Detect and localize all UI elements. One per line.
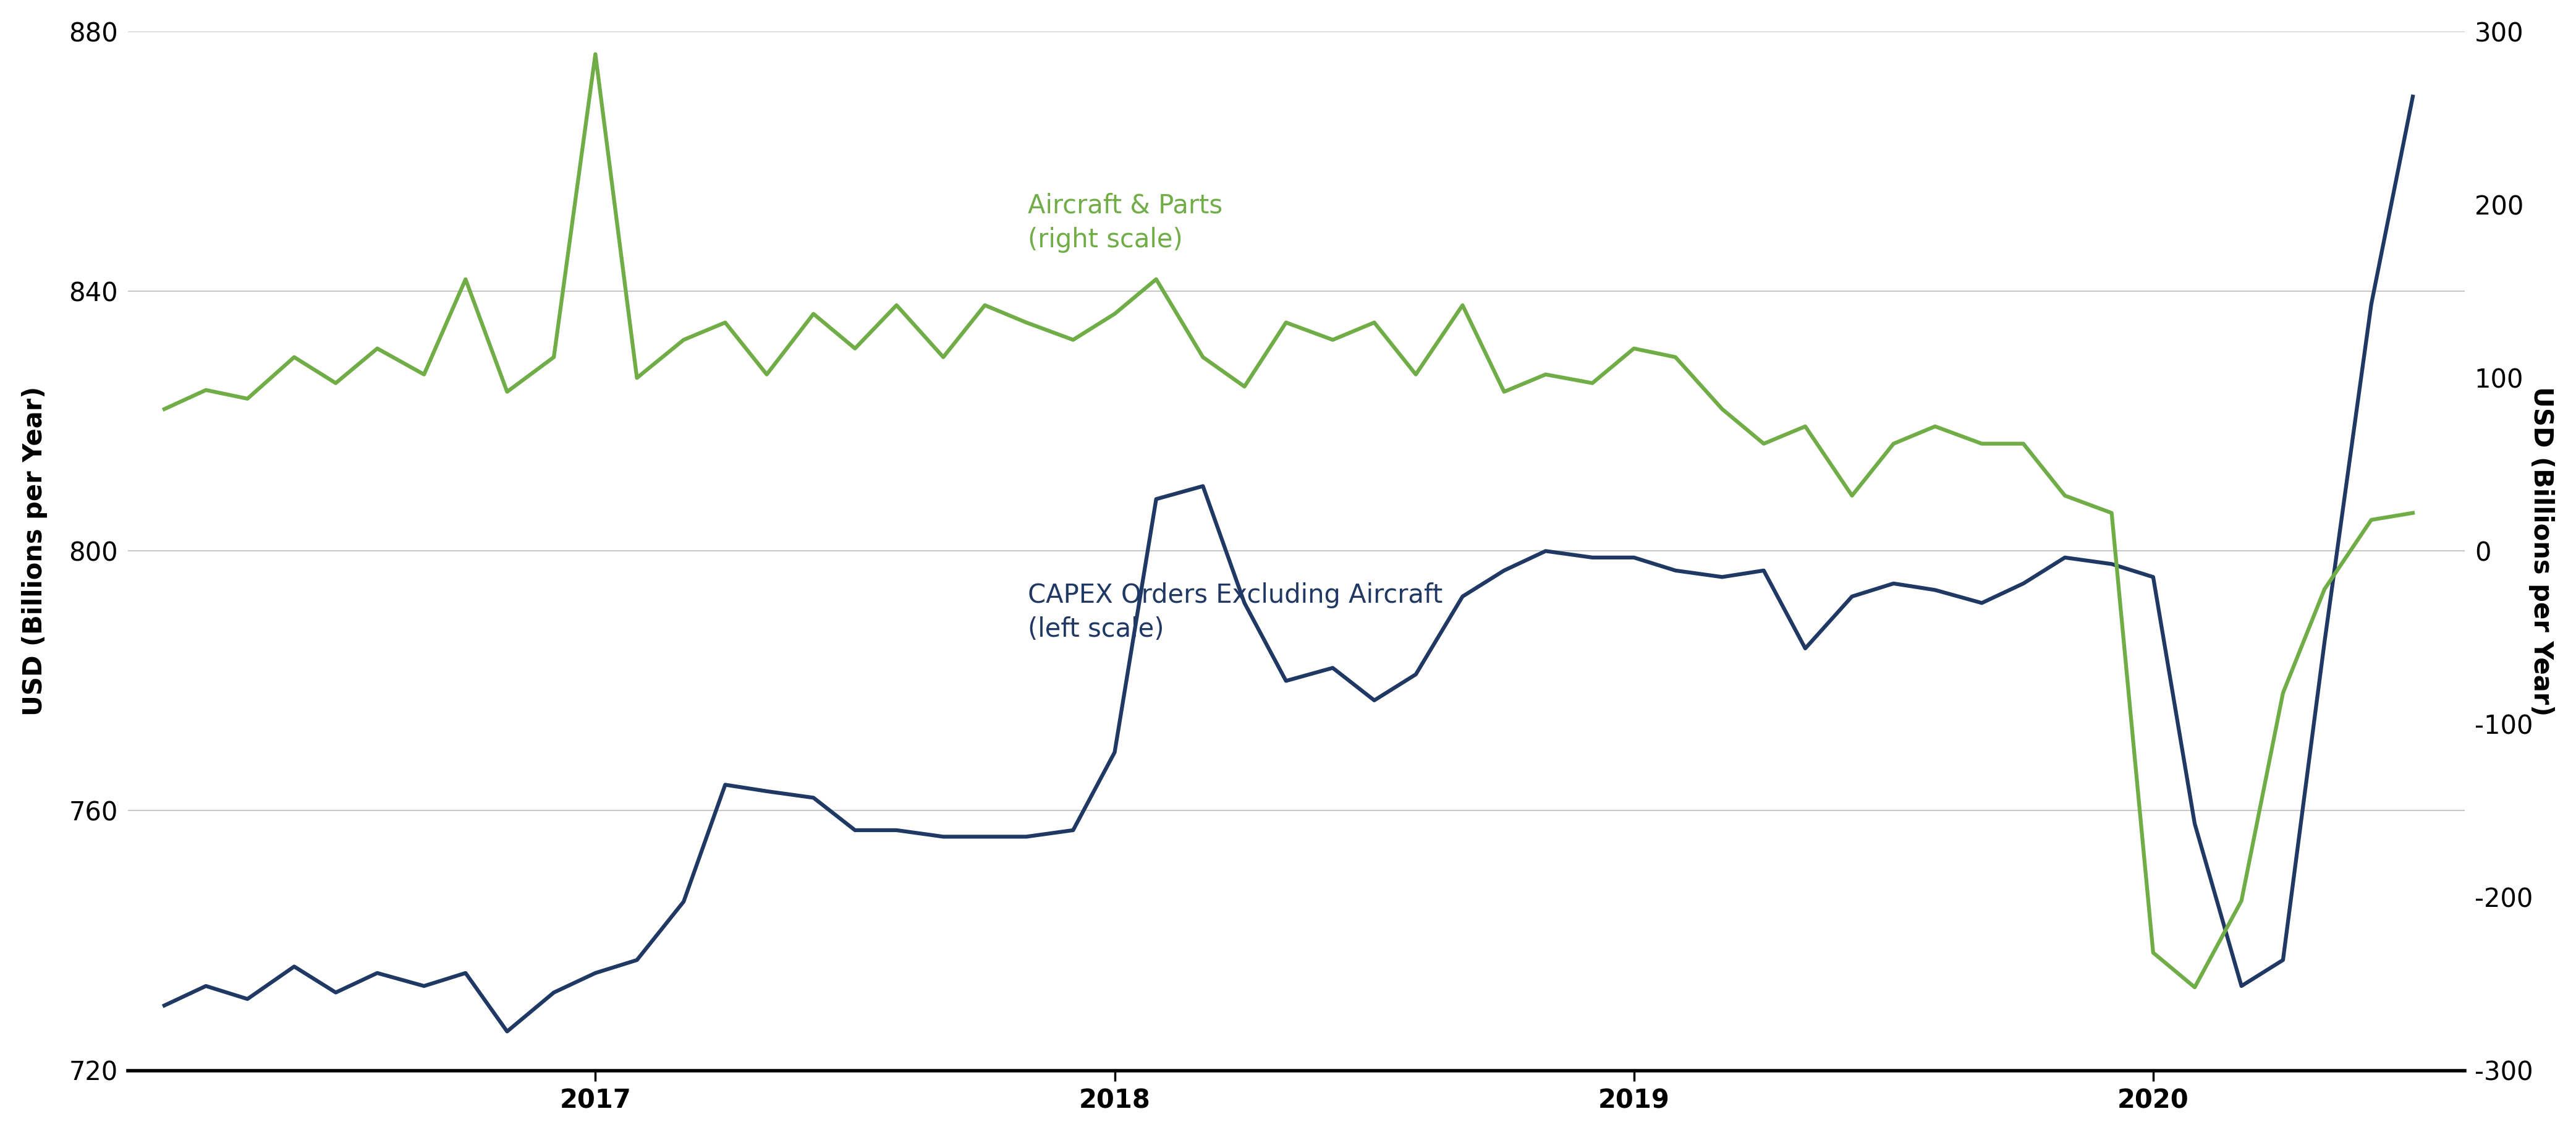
Text: CAPEX Orders Excluding Aircraft
(left scale): CAPEX Orders Excluding Aircraft (left sc…: [1028, 582, 1443, 642]
Y-axis label: USD (Billions per Year): USD (Billions per Year): [2530, 386, 2555, 716]
Text: Aircraft & Parts
(right scale): Aircraft & Parts (right scale): [1028, 193, 1224, 253]
Y-axis label: USD (Billions per Year): USD (Billions per Year): [21, 386, 46, 716]
